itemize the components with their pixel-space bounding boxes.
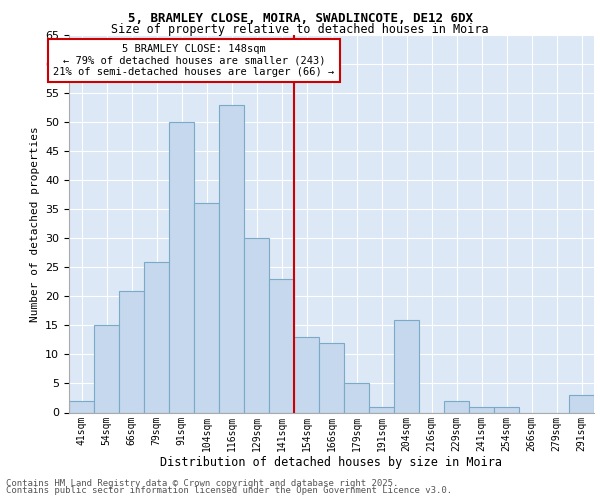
- Bar: [569, 395, 594, 412]
- Text: Contains public sector information licensed under the Open Government Licence v3: Contains public sector information licen…: [6, 486, 452, 495]
- Text: Contains HM Land Registry data © Crown copyright and database right 2025.: Contains HM Land Registry data © Crown c…: [6, 478, 398, 488]
- Bar: [469, 406, 494, 412]
- Text: 5, BRAMLEY CLOSE, MOIRA, SWADLINCOTE, DE12 6DX: 5, BRAMLEY CLOSE, MOIRA, SWADLINCOTE, DE…: [128, 12, 473, 26]
- Text: 5 BRAMLEY CLOSE: 148sqm
← 79% of detached houses are smaller (243)
21% of semi-d: 5 BRAMLEY CLOSE: 148sqm ← 79% of detache…: [53, 44, 335, 77]
- Bar: [219, 104, 244, 412]
- Bar: [69, 401, 94, 412]
- Bar: [169, 122, 194, 412]
- Bar: [269, 279, 294, 412]
- Text: Size of property relative to detached houses in Moira: Size of property relative to detached ho…: [111, 22, 489, 36]
- Bar: [394, 320, 419, 412]
- Bar: [194, 204, 219, 412]
- Bar: [319, 343, 344, 412]
- Bar: [444, 401, 469, 412]
- Bar: [119, 290, 144, 412]
- Bar: [144, 262, 169, 412]
- Bar: [294, 337, 319, 412]
- Bar: [94, 326, 119, 412]
- Bar: [244, 238, 269, 412]
- Y-axis label: Number of detached properties: Number of detached properties: [29, 126, 40, 322]
- Bar: [494, 406, 519, 412]
- Bar: [369, 406, 394, 412]
- X-axis label: Distribution of detached houses by size in Moira: Distribution of detached houses by size …: [161, 456, 503, 469]
- Bar: [344, 384, 369, 412]
